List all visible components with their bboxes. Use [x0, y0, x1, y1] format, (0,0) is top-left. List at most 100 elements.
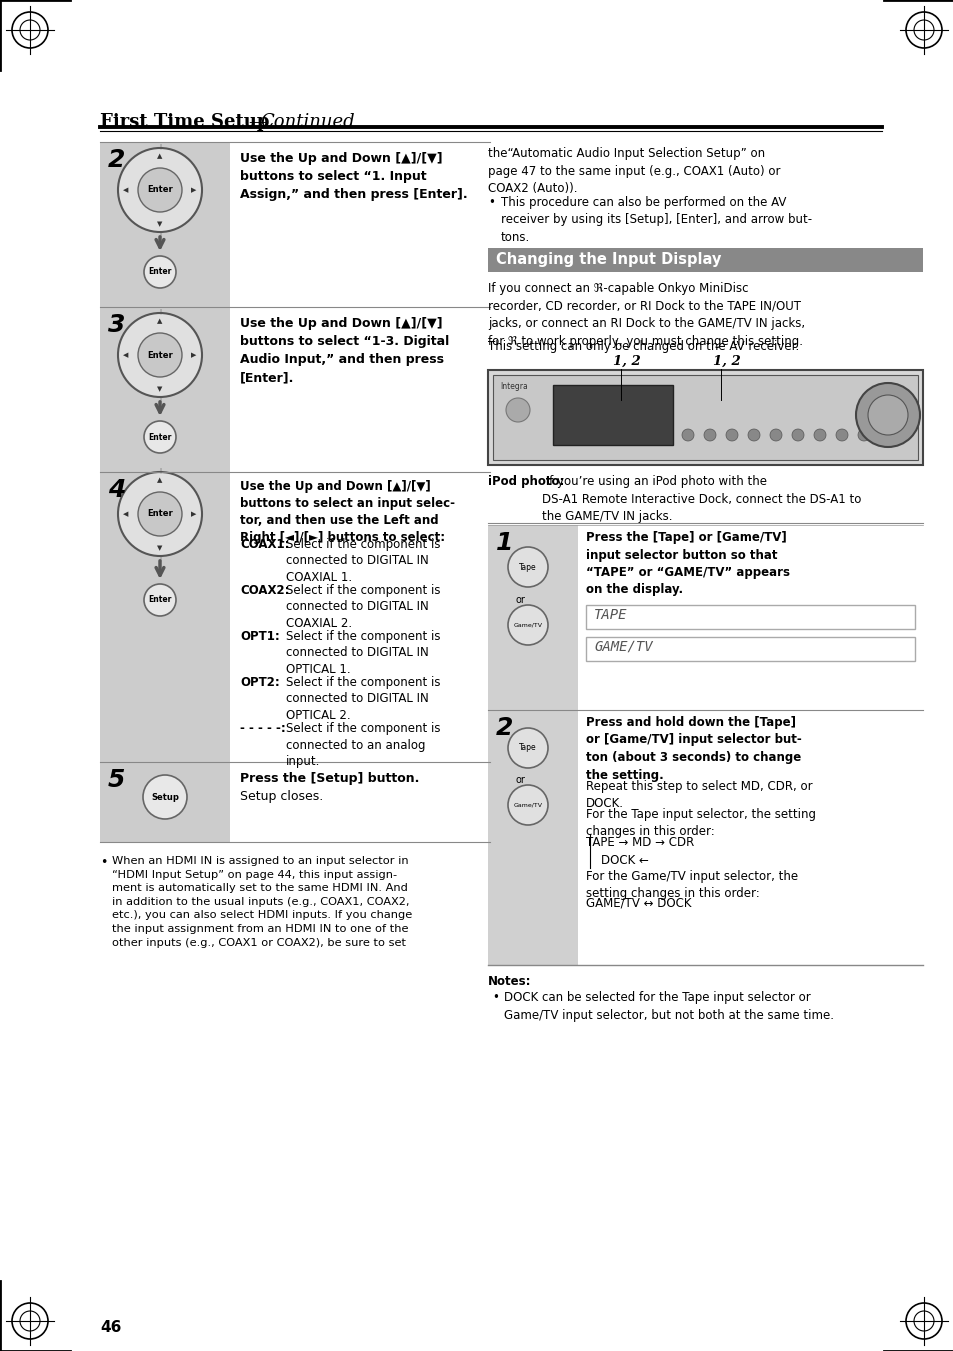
Text: This setting can only be changed on the AV receiver.: This setting can only be changed on the …: [488, 340, 799, 353]
Text: When an HDMI IN is assigned to an input selector in
“HDMI Input Setup” on page 4: When an HDMI IN is assigned to an input …: [112, 857, 412, 947]
Circle shape: [703, 430, 716, 440]
Text: ▶: ▶: [192, 186, 196, 193]
Text: |: |: [159, 308, 161, 313]
Text: COAX2:: COAX2:: [240, 584, 289, 597]
Text: Changing the Input Display: Changing the Input Display: [496, 253, 720, 267]
Bar: [488, 711, 578, 965]
Text: Game/TV: Game/TV: [513, 623, 542, 627]
Circle shape: [118, 313, 202, 397]
Bar: [493, 376, 917, 459]
Text: Press the [Setup] button.: Press the [Setup] button.: [240, 771, 419, 785]
Circle shape: [138, 168, 182, 212]
Bar: [488, 370, 923, 465]
Text: For the Tape input selector, the setting
changes in this order:: For the Tape input selector, the setting…: [585, 808, 815, 838]
Text: Select if the component is
connected to DIGITAL IN
OPTICAL 1.: Select if the component is connected to …: [286, 630, 440, 676]
Bar: [100, 762, 490, 842]
Circle shape: [681, 430, 693, 440]
Text: Repeat this step to select MD, CDR, or
DOCK.: Repeat this step to select MD, CDR, or D…: [585, 780, 812, 811]
Text: Game/TV: Game/TV: [513, 802, 542, 808]
Text: 1, 2: 1, 2: [712, 355, 740, 367]
Text: Enter: Enter: [148, 432, 172, 442]
Text: Press and hold down the [Tape]
or [Game/TV] input selector but-
ton (about 3 sec: Press and hold down the [Tape] or [Game/…: [585, 716, 801, 781]
Text: Setup: Setup: [151, 793, 179, 801]
Text: Enter: Enter: [147, 350, 172, 359]
Text: 2: 2: [496, 716, 513, 740]
Circle shape: [867, 394, 907, 435]
Bar: [230, 307, 490, 471]
Text: Use the Up and Down [▲]/[▼]
buttons to select “1-3. Digital
Audio Input,” and th: Use the Up and Down [▲]/[▼] buttons to s…: [240, 317, 449, 384]
Bar: [585, 605, 914, 630]
Text: ▶: ▶: [192, 353, 196, 358]
Text: 4: 4: [108, 478, 125, 503]
Bar: [585, 638, 914, 661]
Text: Select if the component is
connected to DIGITAL IN
OPTICAL 2.: Select if the component is connected to …: [286, 676, 440, 721]
Circle shape: [507, 785, 547, 825]
Text: ▲: ▲: [157, 153, 163, 159]
Circle shape: [855, 382, 919, 447]
Text: ▲: ▲: [157, 317, 163, 324]
Text: ▼: ▼: [157, 386, 163, 392]
Circle shape: [138, 332, 182, 377]
Circle shape: [857, 430, 869, 440]
Text: Select if the component is
connected to DIGITAL IN
COAXIAL 1.: Select if the component is connected to …: [286, 538, 440, 584]
Text: —: —: [248, 113, 266, 131]
Text: the“Automatic Audio Input Selection Setup” on
page 47 to the same input (e.g., C: the“Automatic Audio Input Selection Setu…: [488, 147, 780, 195]
Text: COAX1:: COAX1:: [240, 538, 289, 551]
Circle shape: [813, 430, 825, 440]
Circle shape: [769, 430, 781, 440]
Text: |: |: [159, 396, 161, 401]
Circle shape: [138, 492, 182, 536]
Text: Tape: Tape: [518, 743, 537, 753]
Text: Select if the component is
connected to an analog
input.: Select if the component is connected to …: [286, 721, 440, 767]
Text: Use the Up and Down [▲]/[▼]
buttons to select “1. Input
Assign,” and then press : Use the Up and Down [▲]/[▼] buttons to s…: [240, 153, 467, 201]
Text: Continued: Continued: [260, 113, 355, 131]
Text: 2: 2: [108, 149, 125, 172]
Text: OPT1:: OPT1:: [240, 630, 279, 643]
Text: 46: 46: [100, 1320, 121, 1335]
Text: ▲: ▲: [157, 477, 163, 484]
Text: If you’re using an iPod photo with the
DS-A1 Remote Interactive Dock, connect th: If you’re using an iPod photo with the D…: [541, 476, 861, 523]
Text: |: |: [159, 143, 161, 149]
Circle shape: [144, 422, 175, 453]
Text: Enter: Enter: [148, 267, 172, 277]
Text: Tape: Tape: [518, 562, 537, 571]
Circle shape: [725, 430, 738, 440]
Text: ▶: ▶: [192, 511, 196, 517]
Text: GAME/TV ↔ DOCK: GAME/TV ↔ DOCK: [585, 896, 691, 909]
Text: This procedure can also be performed on the AV
receiver by using its [Setup], [E: This procedure can also be performed on …: [500, 196, 811, 245]
Text: Press the [Tape] or [Game/TV]
input selector button so that
“TAPE” or “GAME/TV” : Press the [Tape] or [Game/TV] input sele…: [585, 531, 789, 597]
Text: |: |: [159, 231, 161, 236]
Bar: [553, 385, 672, 444]
Bar: [100, 142, 490, 307]
Text: ▼: ▼: [157, 544, 163, 551]
Text: or: or: [516, 594, 525, 605]
Circle shape: [747, 430, 760, 440]
Circle shape: [144, 255, 175, 288]
Text: •: •: [488, 196, 495, 209]
Bar: [488, 526, 923, 711]
Text: •: •: [100, 857, 108, 869]
Text: iPod photo:: iPod photo:: [488, 476, 564, 488]
Text: TAPE: TAPE: [594, 608, 627, 621]
Text: Use the Up and Down [▲]/[▼]
buttons to select an input selec-
tor, and then use : Use the Up and Down [▲]/[▼] buttons to s…: [240, 480, 455, 544]
Text: |: |: [159, 555, 161, 561]
Text: DOCK ←: DOCK ←: [585, 854, 648, 867]
Bar: [488, 249, 923, 272]
Circle shape: [507, 547, 547, 586]
Text: If you connect an ℜ-capable Onkyo MiniDisc
recorder, CD recorder, or RI Dock to : If you connect an ℜ-capable Onkyo MiniDi…: [488, 282, 804, 347]
Text: or: or: [516, 775, 525, 785]
Circle shape: [835, 430, 847, 440]
Circle shape: [507, 728, 547, 767]
Text: |: |: [159, 467, 161, 473]
Text: 5: 5: [108, 767, 125, 792]
Text: For the Game/TV input selector, the
setting changes in this order:: For the Game/TV input selector, the sett…: [585, 870, 798, 900]
Circle shape: [143, 775, 187, 819]
Text: First Time Setup: First Time Setup: [100, 113, 269, 131]
Text: GAME∕TV: GAME∕TV: [594, 640, 652, 654]
Text: - - - - -:: - - - - -:: [240, 721, 286, 735]
Text: 1, 2: 1, 2: [613, 355, 640, 367]
Text: Enter: Enter: [148, 596, 172, 604]
Circle shape: [507, 605, 547, 644]
Text: ▼: ▼: [157, 222, 163, 227]
Bar: [100, 471, 490, 762]
